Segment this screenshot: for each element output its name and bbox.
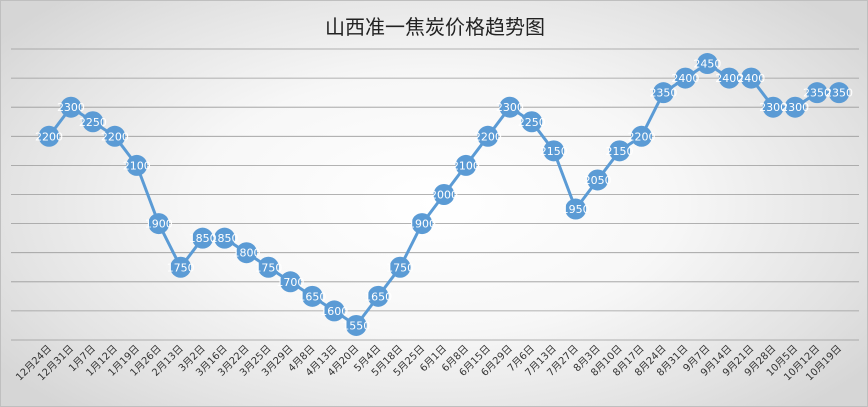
data-point xyxy=(762,96,784,118)
data-label: 2200 xyxy=(101,130,129,143)
data-label: 2100 xyxy=(123,159,151,172)
data-point xyxy=(104,125,126,147)
data-point xyxy=(433,184,455,205)
data-label: 1650 xyxy=(364,290,392,303)
x-axis-ticks: 12月24日12月31日1月7日1月12日1月19日1月26日2月13日3月2日… xyxy=(13,343,844,384)
data-label: 1650 xyxy=(298,290,326,303)
data-label: 2200 xyxy=(35,130,63,143)
data-label: 1700 xyxy=(276,276,304,289)
data-point xyxy=(652,82,674,104)
data-label: 2200 xyxy=(474,130,502,143)
data-label: 2400 xyxy=(737,72,765,85)
data-label: 2150 xyxy=(540,145,568,158)
data-label: 1550 xyxy=(342,319,370,332)
data-label: 2250 xyxy=(79,116,107,129)
data-point xyxy=(279,271,301,293)
data-label: 1600 xyxy=(320,305,348,318)
data-point xyxy=(455,154,477,176)
data-point xyxy=(828,82,850,104)
data-label: 2100 xyxy=(452,159,480,172)
data-point xyxy=(740,67,762,89)
data-label: 1800 xyxy=(233,247,261,260)
data-point xyxy=(477,125,499,147)
data-label: 1750 xyxy=(386,261,414,274)
data-point xyxy=(126,154,148,176)
data-labels: 2200230022502200210019001750185018501800… xyxy=(35,58,853,333)
data-point xyxy=(609,140,631,162)
data-label: 2350 xyxy=(649,87,677,100)
data-point xyxy=(170,256,192,278)
data-point xyxy=(236,242,257,264)
data-label: 2300 xyxy=(781,101,809,114)
data-points xyxy=(38,53,850,336)
data-point xyxy=(345,314,367,336)
data-point xyxy=(565,198,587,220)
chart-title: 山西准一焦炭价格趋势图 xyxy=(325,15,545,39)
data-point xyxy=(631,125,652,147)
data-point xyxy=(587,169,609,191)
data-point xyxy=(806,82,828,104)
data-point xyxy=(60,96,82,118)
data-point xyxy=(257,256,279,278)
data-label: 2200 xyxy=(628,130,656,143)
data-point xyxy=(784,96,806,118)
data-label: 2350 xyxy=(825,87,853,100)
data-label: 2450 xyxy=(693,58,721,71)
data-label: 1750 xyxy=(167,261,195,274)
data-point xyxy=(674,67,696,89)
data-point xyxy=(718,67,740,89)
data-point xyxy=(301,285,323,307)
data-point xyxy=(38,125,60,147)
data-label: 1850 xyxy=(189,232,217,245)
data-point xyxy=(543,140,565,162)
data-label: 2300 xyxy=(759,101,787,114)
data-point xyxy=(323,300,345,322)
data-point xyxy=(82,111,104,133)
data-label: 1850 xyxy=(211,232,239,245)
data-label: 2050 xyxy=(584,174,612,187)
data-point xyxy=(192,227,214,249)
data-point xyxy=(499,96,521,118)
data-point xyxy=(148,213,170,235)
data-label: 2400 xyxy=(715,72,743,85)
data-point xyxy=(389,256,411,278)
data-point xyxy=(696,53,718,75)
data-label: 2000 xyxy=(430,189,458,202)
data-label: 1750 xyxy=(254,261,282,274)
data-label: 2300 xyxy=(57,101,85,114)
data-point xyxy=(214,227,236,249)
data-label: 2300 xyxy=(496,101,524,114)
data-label: 1900 xyxy=(145,218,173,231)
data-label: 2400 xyxy=(671,72,699,85)
data-label: 2150 xyxy=(606,145,634,158)
data-label: 1900 xyxy=(408,218,436,231)
data-label: 2250 xyxy=(518,116,546,129)
data-point xyxy=(367,285,389,307)
data-label: 2350 xyxy=(803,87,831,100)
data-point xyxy=(521,111,543,133)
data-point xyxy=(411,213,433,235)
data-label: 1950 xyxy=(562,203,590,216)
